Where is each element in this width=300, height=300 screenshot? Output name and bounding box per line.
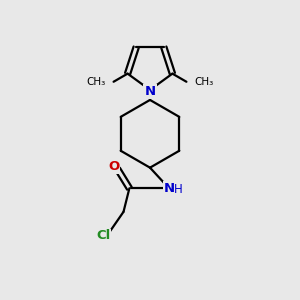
Text: O: O bbox=[109, 160, 120, 173]
Text: N: N bbox=[164, 182, 175, 195]
Text: H: H bbox=[174, 183, 183, 196]
Text: Cl: Cl bbox=[96, 230, 111, 242]
Text: N: N bbox=[144, 85, 156, 98]
Text: CH₃: CH₃ bbox=[195, 77, 214, 87]
Text: CH₃: CH₃ bbox=[86, 77, 105, 87]
